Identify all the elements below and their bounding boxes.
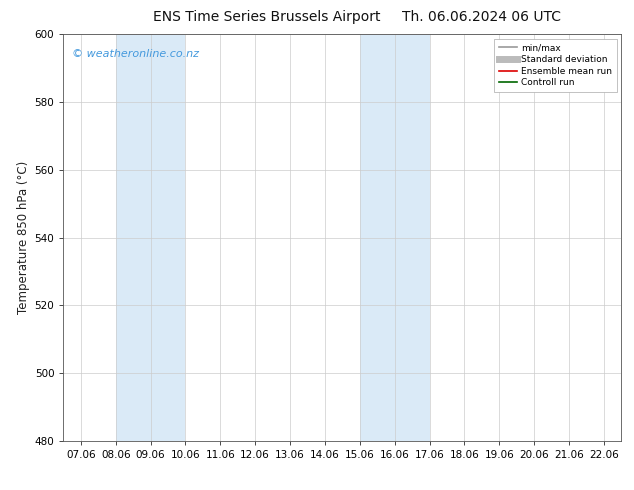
Legend: min/max, Standard deviation, Ensemble mean run, Controll run: min/max, Standard deviation, Ensemble me…: [495, 39, 617, 92]
Text: Th. 06.06.2024 06 UTC: Th. 06.06.2024 06 UTC: [403, 10, 561, 24]
Text: ENS Time Series Brussels Airport: ENS Time Series Brussels Airport: [153, 10, 380, 24]
Bar: [359, 34, 429, 441]
Y-axis label: Temperature 850 hPa (°C): Temperature 850 hPa (°C): [18, 161, 30, 314]
Bar: [116, 34, 185, 441]
Text: © weatheronline.co.nz: © weatheronline.co.nz: [72, 49, 199, 58]
